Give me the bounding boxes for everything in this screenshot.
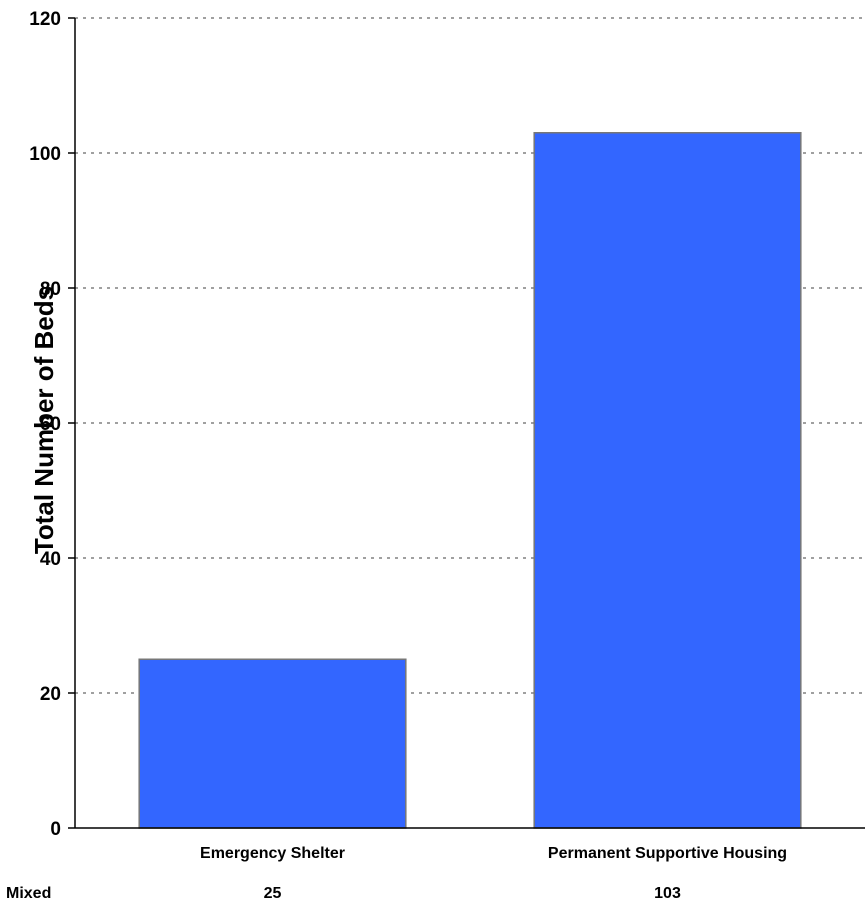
data-table-row: Mixed 25 103 bbox=[6, 885, 681, 902]
x-category-label: Emergency Shelter bbox=[200, 845, 345, 862]
x-category-labels: Emergency Shelter Permanent Supportive Ho… bbox=[200, 845, 787, 862]
y-axis-title: Total Number of Beds bbox=[29, 286, 59, 554]
y-tick-labels: 0 20 40 60 80 100 120 bbox=[29, 9, 75, 840]
y-tick-label: 60 bbox=[40, 414, 61, 435]
bar bbox=[138, 658, 407, 829]
y-tick-label: 0 bbox=[50, 819, 61, 840]
data-table-value: 25 bbox=[264, 885, 282, 902]
data-table-value: 103 bbox=[654, 885, 681, 902]
y-tick-label: 100 bbox=[29, 144, 61, 165]
bar bbox=[533, 132, 802, 829]
bars bbox=[138, 132, 802, 829]
y-tick-label: 40 bbox=[40, 549, 61, 570]
y-tick-label: 80 bbox=[40, 279, 61, 300]
x-category-label: Permanent Supportive Housing bbox=[548, 845, 787, 862]
data-table-row-label: Mixed bbox=[6, 885, 51, 902]
y-tick-label: 120 bbox=[29, 9, 61, 30]
y-tick-label: 20 bbox=[40, 684, 61, 705]
